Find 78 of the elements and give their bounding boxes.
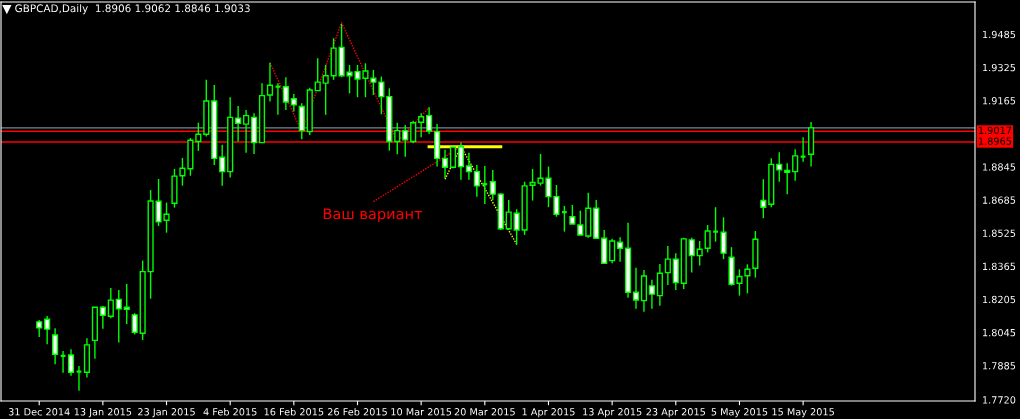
candlestick	[44, 315, 51, 345]
y-tick-label: 1.7720	[983, 396, 1016, 404]
x-tick-label: 23 Apr 2015	[646, 408, 706, 418]
candlestick	[115, 289, 122, 344]
y-tick-label: 1.9165	[983, 97, 1016, 105]
chart-title: GBPCAD,Daily 1.8906 1.9062 1.8846 1.9033	[15, 4, 250, 15]
candlestick	[632, 266, 640, 310]
candlestick	[441, 149, 449, 179]
candlestick	[744, 263, 751, 295]
x-tick-label: 5 May 2015	[711, 408, 768, 418]
candlestick	[489, 169, 496, 201]
candlestick	[107, 287, 114, 319]
candlestick	[465, 152, 472, 181]
candlestick	[784, 162, 791, 195]
x-tick-label: 13 Jan 2015	[74, 408, 132, 418]
candlestick	[799, 136, 807, 163]
candlestick	[776, 151, 783, 183]
candlestick	[418, 112, 425, 138]
x-tick-label: 16 Feb 2015	[264, 407, 324, 416]
candlestick	[760, 178, 767, 219]
candlestick	[99, 305, 106, 330]
y-tick-label: 1.9325	[983, 63, 1016, 72]
candlestick	[322, 64, 329, 116]
candlestick	[123, 283, 130, 325]
ref-line-label: 1.8965	[978, 137, 1012, 145]
y-tick-label: 1.8685	[983, 196, 1016, 204]
x-tick-label: 20 Mar 2015	[454, 408, 515, 416]
candlestick	[688, 236, 695, 274]
candlestick	[617, 236, 624, 263]
candlestick	[266, 61, 274, 103]
candlestick	[314, 57, 321, 92]
candlestick	[52, 327, 59, 366]
candlestick	[402, 124, 409, 158]
candlestick	[67, 348, 75, 377]
candlestick	[195, 122, 202, 152]
candlestick	[282, 76, 289, 111]
y-tick-label: 1.8525	[983, 229, 1016, 237]
candlestick	[609, 238, 616, 265]
candlestick	[457, 141, 465, 181]
candlestick	[75, 365, 83, 392]
candlestick	[656, 263, 663, 307]
candlestick	[235, 105, 242, 143]
x-tick-label: 4 Feb 2015	[203, 407, 257, 416]
candlestick	[243, 109, 250, 154]
candlestick	[219, 144, 226, 187]
candlestick	[648, 279, 656, 310]
candlestick	[569, 204, 576, 225]
x-tick-label: 31 Dec 2014	[8, 408, 70, 416]
candlestick	[513, 208, 520, 246]
x-tick-label: 10 Mar 2015	[391, 408, 452, 416]
candlestick	[426, 106, 433, 135]
candlestick	[131, 312, 138, 336]
y-tick-label: 1.7885	[983, 362, 1016, 370]
ref-line-label: 1.9017	[978, 126, 1012, 135]
candlestick	[664, 245, 671, 286]
x-tick-label: 26 Feb 2015	[327, 407, 387, 416]
x-tick-label: 1 Apr 2015	[522, 408, 575, 418]
y-tick-label: 1.8365	[983, 262, 1016, 271]
y-tick-label: 1.8845	[983, 163, 1016, 171]
candlestick	[672, 252, 679, 291]
candlestick	[481, 165, 489, 205]
candlestick	[394, 122, 401, 155]
y-tick-label: 1.8205	[983, 295, 1016, 304]
candlestick	[473, 164, 480, 198]
y-tick-label: 1.9485	[983, 30, 1016, 39]
candlestick	[410, 119, 417, 144]
y-tick-label: 1.8045	[983, 328, 1016, 337]
candlestick	[704, 224, 711, 254]
candlestick	[792, 148, 799, 182]
candlestick	[378, 75, 385, 115]
annotation: Ваш вариант	[323, 208, 423, 223]
x-tick-label: 13 Apr 2015	[583, 408, 642, 418]
candlestick	[505, 199, 512, 231]
x-tick-label: 15 May 2015	[772, 408, 834, 418]
candlestick	[577, 210, 584, 236]
candlestick	[720, 216, 727, 260]
candlestick	[696, 240, 703, 267]
x-tick-label: 23 Jan 2015	[138, 408, 195, 418]
